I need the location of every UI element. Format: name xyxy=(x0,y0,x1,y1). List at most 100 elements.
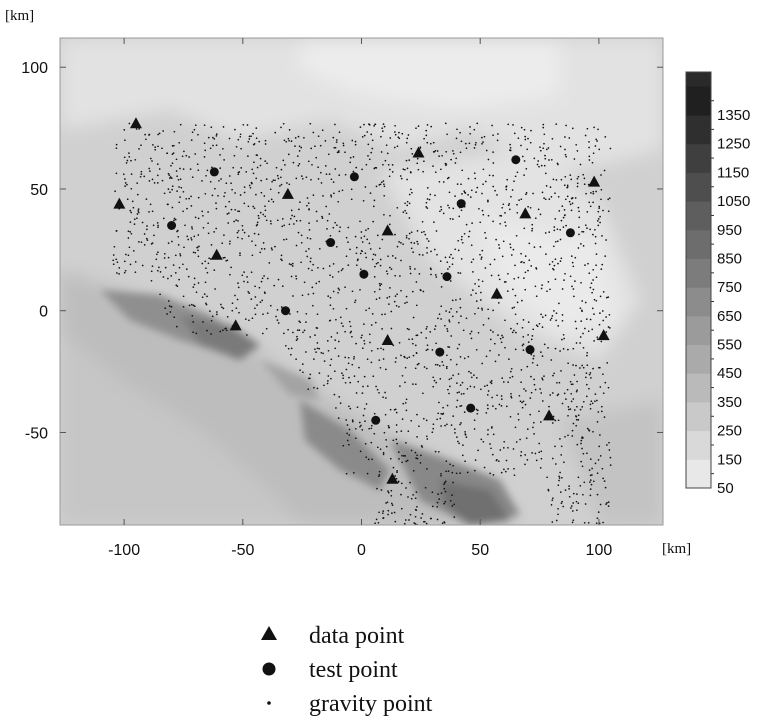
gravity-point xyxy=(204,149,207,152)
gravity-point xyxy=(186,207,188,210)
gravity-point xyxy=(487,199,489,202)
gravity-point xyxy=(531,223,534,226)
gravity-point xyxy=(543,142,545,145)
gravity-point xyxy=(393,511,396,514)
gravity-point xyxy=(362,414,365,417)
gravity-point xyxy=(415,281,418,283)
gravity-point xyxy=(414,515,417,518)
gravity-point xyxy=(474,312,476,315)
gravity-point xyxy=(440,286,443,288)
gravity-point xyxy=(301,177,304,180)
gravity-point xyxy=(203,156,206,158)
gravity-point xyxy=(283,139,286,142)
gravity-point xyxy=(443,483,445,485)
gravity-point xyxy=(325,205,328,208)
gravity-point xyxy=(420,444,423,447)
gravity-point xyxy=(447,470,450,472)
gravity-point xyxy=(141,264,144,267)
gravity-point xyxy=(387,163,390,166)
gravity-point xyxy=(134,158,137,161)
gravity-point xyxy=(493,258,496,261)
gravity-point xyxy=(589,205,592,208)
gravity-point xyxy=(594,145,597,147)
gravity-point xyxy=(426,325,428,328)
gravity-point xyxy=(307,160,310,163)
chart-markers xyxy=(113,117,610,484)
gravity-point xyxy=(549,288,551,291)
gravity-point xyxy=(282,159,285,162)
gravity-point xyxy=(225,327,227,330)
gravity-point xyxy=(510,392,512,395)
gravity-point xyxy=(156,222,159,224)
gravity-point xyxy=(564,489,567,491)
gravity-point xyxy=(388,295,391,298)
gravity-point xyxy=(140,144,142,147)
gravity-point xyxy=(575,500,578,503)
gravity-point xyxy=(275,166,278,169)
gravity-point xyxy=(258,217,260,220)
gravity-point xyxy=(552,178,555,181)
gravity-point xyxy=(303,281,306,284)
gravity-point xyxy=(554,240,557,243)
gravity-point xyxy=(549,394,552,396)
gravity-point xyxy=(464,142,467,145)
gravity-point xyxy=(531,229,533,232)
gravity-point xyxy=(592,152,595,155)
gravity-point xyxy=(270,247,273,249)
gravity-point xyxy=(166,313,168,315)
gravity-point xyxy=(560,454,563,456)
gravity-point xyxy=(130,173,133,175)
gravity-point xyxy=(171,185,174,188)
gravity-point xyxy=(220,303,222,306)
gravity-point xyxy=(300,234,303,237)
gravity-point xyxy=(457,239,460,242)
gravity-point xyxy=(402,168,405,171)
gravity-point xyxy=(360,336,363,339)
gravity-point xyxy=(250,298,253,300)
gravity-point xyxy=(492,174,494,177)
gravity-point xyxy=(566,388,569,391)
colorbar-band xyxy=(686,459,711,489)
gravity-point xyxy=(559,350,561,352)
gravity-point xyxy=(305,321,307,323)
gravity-point xyxy=(454,432,456,434)
gravity-point xyxy=(336,332,339,334)
gravity-point xyxy=(405,441,407,444)
gravity-point xyxy=(589,474,592,477)
gravity-point xyxy=(127,254,130,257)
gravity-point xyxy=(174,218,177,221)
gravity-point xyxy=(482,324,485,326)
gravity-point xyxy=(529,141,532,144)
gravity-point xyxy=(487,158,490,161)
gravity-point xyxy=(400,259,402,262)
gravity-point xyxy=(455,299,457,301)
gravity-point xyxy=(523,388,525,390)
gravity-point xyxy=(116,261,119,264)
colorbar-band xyxy=(686,315,711,346)
gravity-point xyxy=(425,328,428,330)
gravity-point xyxy=(425,419,428,422)
gravity-point xyxy=(515,234,518,237)
gravity-point xyxy=(368,242,371,245)
gravity-point xyxy=(276,174,279,177)
gravity-point xyxy=(453,516,456,518)
gravity-point xyxy=(450,335,453,337)
gravity-point xyxy=(460,422,462,424)
gravity-point xyxy=(573,409,576,411)
colorbar-band xyxy=(686,258,711,288)
gravity-point xyxy=(329,319,332,322)
gravity-point xyxy=(262,242,265,244)
test-point-marker xyxy=(442,272,452,282)
gravity-point xyxy=(512,124,514,126)
gravity-point xyxy=(565,398,567,400)
gravity-point xyxy=(345,472,348,475)
gravity-point xyxy=(478,207,480,210)
colorbar: 5015025035045055065075085095010501150125… xyxy=(685,71,750,497)
gravity-point xyxy=(455,472,458,475)
data-point-marker xyxy=(113,197,126,209)
gravity-point xyxy=(551,422,554,424)
gravity-point xyxy=(411,191,413,194)
gravity-point xyxy=(144,133,146,136)
gravity-point xyxy=(233,154,236,157)
gravity-point xyxy=(598,445,601,448)
